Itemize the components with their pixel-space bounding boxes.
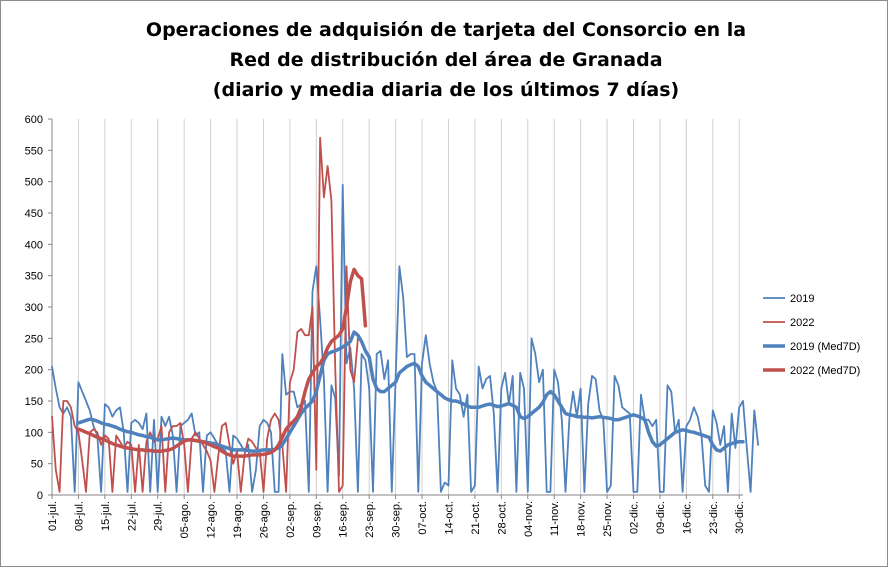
y-tick-label: 50	[31, 459, 43, 471]
y-tick-label: 500	[25, 177, 43, 189]
x-tick-label: 30-dic.	[734, 501, 746, 534]
legend-label: 2022	[790, 317, 814, 329]
chart-title: Operaciones de adquisión de tarjeta del …	[121, 15, 771, 105]
x-tick-label: 22-jul.	[126, 501, 138, 531]
y-tick-label: 400	[25, 239, 43, 251]
x-tick-label: 23-dic.	[708, 501, 720, 534]
x-tick-label: 18-nov.	[576, 501, 588, 537]
title-line-3: (diario y media diaria de los últimos 7 …	[212, 79, 680, 101]
series-line-2022-med7d	[76, 267, 368, 458]
x-tick-label: 02-dic.	[628, 501, 640, 534]
x-tick-label: 23-sep.	[364, 501, 376, 538]
y-tick-label: 0	[37, 490, 43, 502]
y-tick-label: 250	[25, 333, 43, 345]
title-line-2: Red de distribución del área de Granada	[229, 49, 663, 71]
x-tick-label: 09-sep.	[311, 501, 323, 538]
x-tick-label: 15-jul.	[100, 501, 112, 531]
y-tick-label: 100	[25, 427, 43, 439]
y-tick-label: 450	[25, 208, 43, 220]
x-tick-label: 07-oct.	[417, 501, 429, 535]
x-tick-label: 14-oct.	[443, 501, 455, 535]
legend-label: 2022 (Med7D)	[790, 365, 860, 377]
title-line-1: Operaciones de adquisión de tarjeta del …	[145, 19, 747, 41]
x-tick-label: 05-ago.	[179, 501, 191, 538]
x-tick-label: 29-jul.	[153, 501, 165, 531]
x-tick-label: 16-sep.	[338, 501, 350, 538]
x-tick-label: 04-nov.	[523, 501, 535, 537]
x-tick-label: 19-ago.	[232, 501, 244, 538]
x-tick-label: 16-dic.	[681, 501, 693, 534]
series-line-2019	[51, 183, 759, 493]
y-tick-label: 350	[25, 271, 43, 283]
y-tick-label: 600	[25, 114, 43, 126]
x-tick-label: 09-dic.	[655, 501, 667, 534]
x-tick-label: 12-ago.	[206, 501, 218, 538]
legend-label: 2019 (Med7D)	[790, 341, 860, 353]
y-tick-label: 550	[25, 145, 43, 157]
x-tick-label: 08-jul.	[73, 501, 85, 531]
x-tick-label: 11-nov.	[549, 501, 561, 536]
x-tick-label: 21-oct.	[470, 501, 482, 535]
y-tick-label: 200	[25, 365, 43, 377]
series-line-2019-med7d	[76, 330, 745, 453]
x-tick-label: 01-jul.	[47, 501, 59, 531]
x-tick-label: 02-sep.	[285, 501, 297, 538]
y-tick-label: 150	[25, 396, 43, 408]
legend-label: 2019	[790, 293, 814, 305]
x-tick-label: 25-nov.	[602, 501, 614, 537]
x-tick-label: 28-oct.	[496, 501, 508, 535]
y-tick-label: 300	[25, 302, 43, 314]
x-tick-label: 26-ago.	[258, 501, 270, 538]
x-tick-label: 30-sep.	[391, 501, 403, 538]
